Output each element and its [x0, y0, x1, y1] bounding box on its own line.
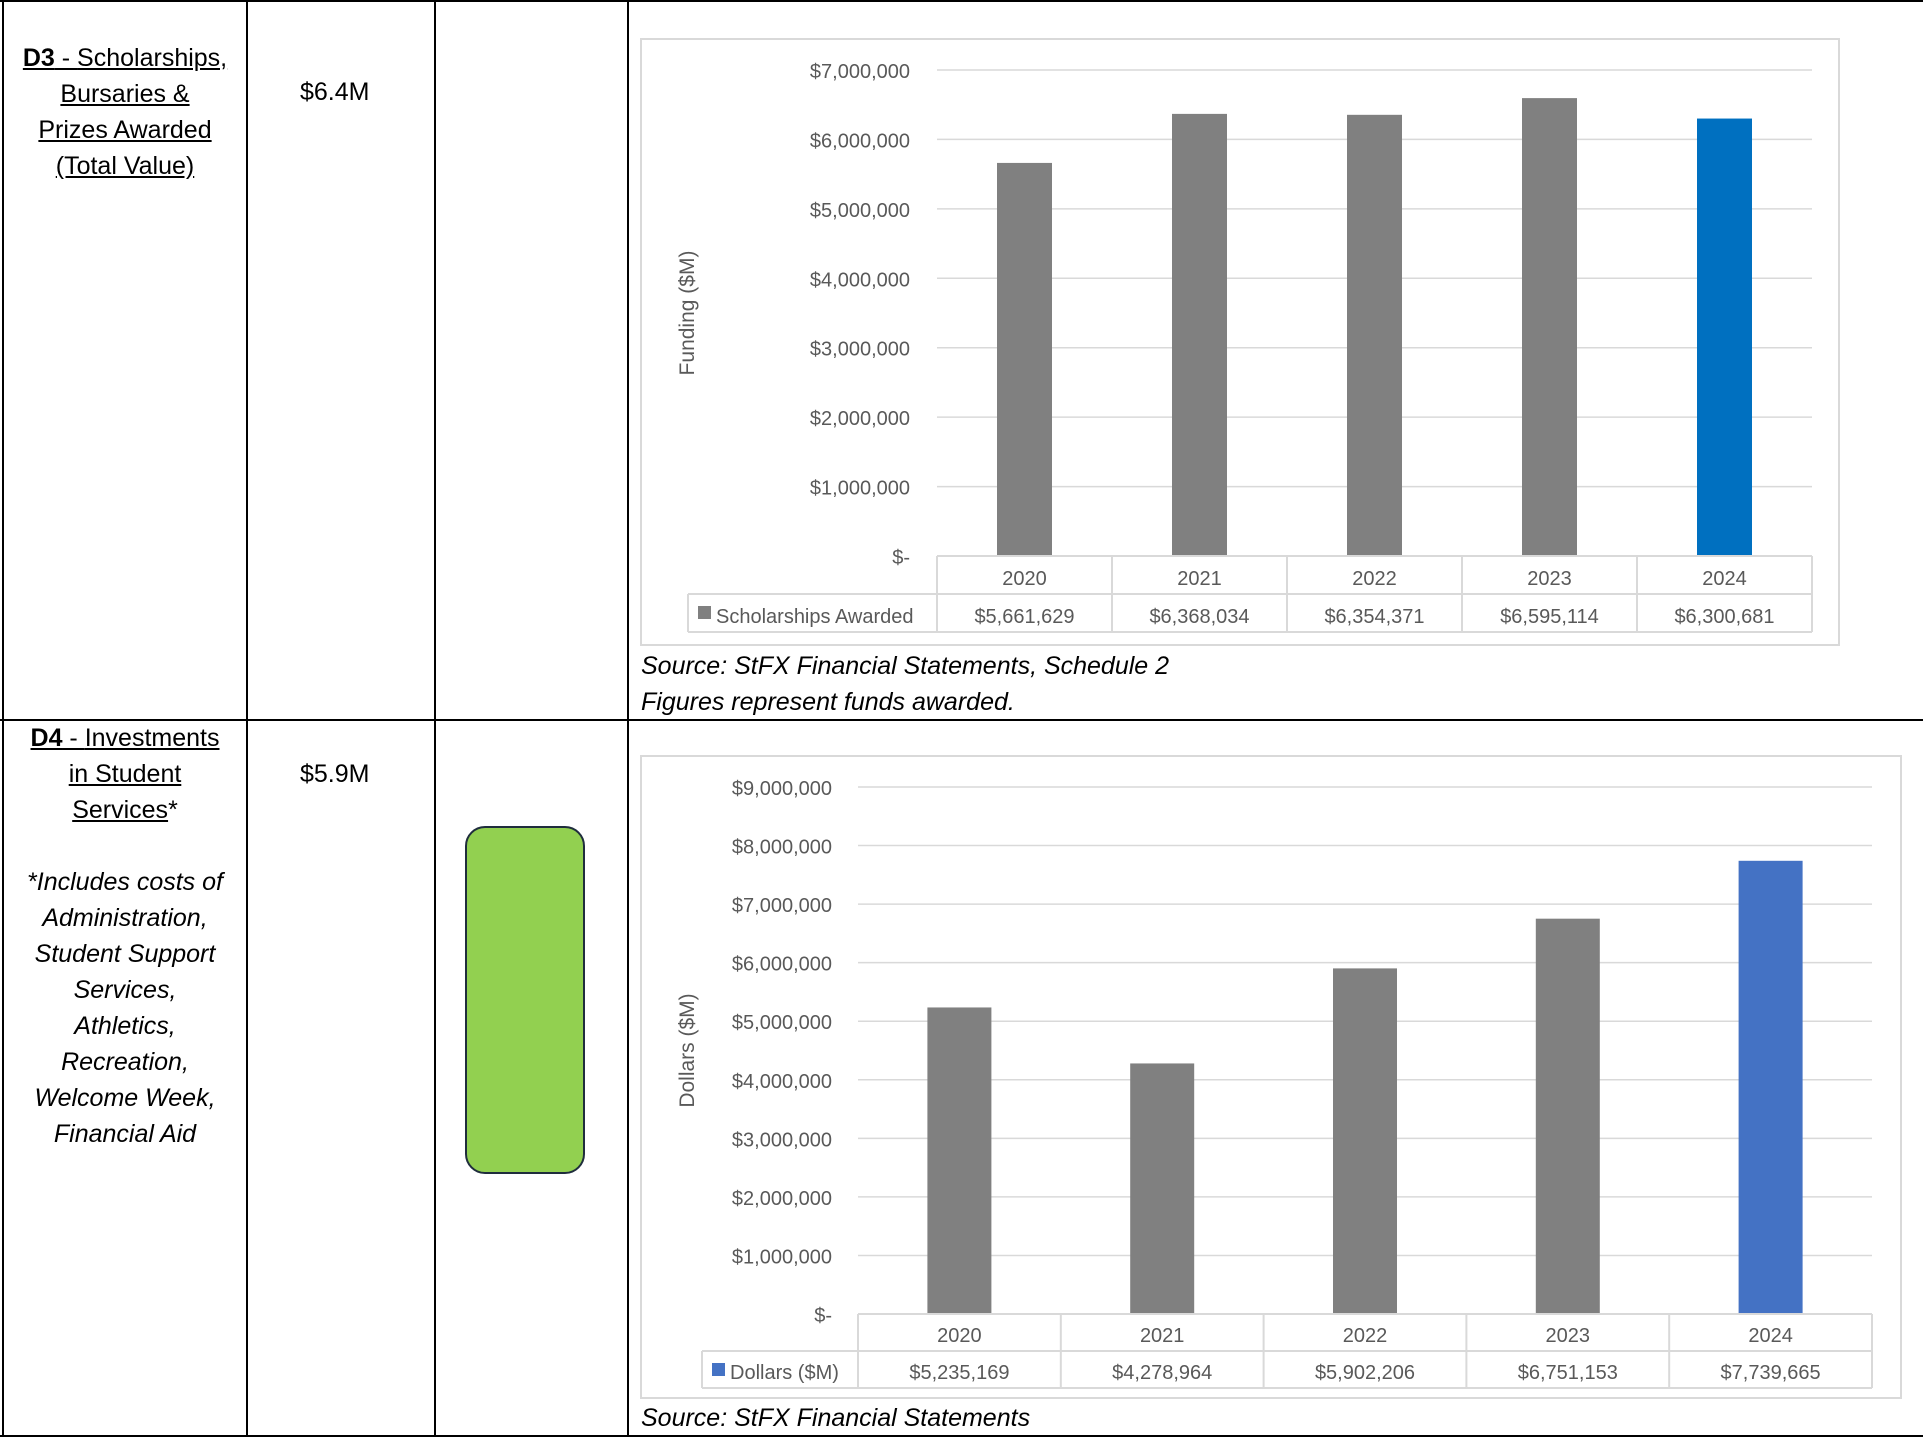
- measure-label-d4: D4 - Investments in Student Services* *I…: [4, 720, 246, 1152]
- bar-chart-scholarships: $- $1,000,000 $2,000,000 $3,000,000 $4,000,0…: [676, 61, 1813, 633]
- y-tick-label: $8,000,000: [732, 837, 832, 859]
- x-category-label: 2021: [1177, 568, 1222, 590]
- measure-footnote: *Includes costs of Administration, Stude…: [4, 864, 246, 1152]
- y-tick-label: $-: [892, 547, 910, 569]
- y-tick-label: $3,000,000: [810, 339, 910, 361]
- bar-chart-student-services: $- $1,000,000 $2,000,000 $3,000,000 $4,000,0…: [676, 778, 1873, 1389]
- measure-code: D3: [22, 44, 55, 72]
- x-category-label: 2022: [1343, 1325, 1388, 1347]
- label-line: (Total Value): [55, 152, 195, 180]
- y-tick-label: $5,000,000: [810, 200, 910, 222]
- data-table-value: $6,300,681: [1674, 606, 1774, 628]
- note-line: Welcome Week,: [34, 1084, 216, 1112]
- x-category-label: 2023: [1527, 568, 1572, 590]
- y-axis-title: Dollars ($M): [676, 993, 699, 1107]
- data-table-value: $6,751,153: [1518, 1362, 1618, 1384]
- bar: [1333, 968, 1397, 1314]
- data-table-value: $5,661,629: [974, 606, 1074, 628]
- chart-frame-d3: $- $1,000,000 $2,000,000 $3,000,000 $4,000,0…: [640, 38, 1840, 646]
- y-axis-title: Funding ($M): [676, 251, 699, 376]
- note-line: Recreation,: [61, 1048, 189, 1076]
- y-tick-label: $6,000,000: [732, 954, 832, 976]
- chart-caption-d4: Source: StFX Financial Statements: [641, 1400, 1030, 1436]
- footnote-marker: *: [168, 796, 178, 824]
- y-tick-label: $2,000,000: [732, 1188, 832, 1210]
- data-table-value: $6,595,114: [1500, 606, 1599, 628]
- y-tick-label: $3,000,000: [732, 1129, 832, 1151]
- status-indicator: [465, 826, 585, 1174]
- y-tick-label: $6,000,000: [810, 130, 910, 152]
- label-line: Scholarships,: [77, 44, 228, 72]
- bar: [1535, 918, 1600, 1314]
- column-divider: [627, 0, 629, 1437]
- y-tick-label: $4,000,000: [732, 1071, 832, 1093]
- label-line: Prizes Awarded: [38, 116, 212, 144]
- x-category-label: 2023: [1546, 1325, 1591, 1347]
- bar: [1738, 860, 1803, 1314]
- measure-code: D4: [30, 724, 63, 752]
- y-tick-label: $7,000,000: [810, 61, 910, 83]
- table-border-bottom: [0, 1435, 1923, 1437]
- note-line: Student Support: [34, 940, 216, 968]
- x-category-label: 2020: [937, 1325, 982, 1347]
- target-value-d3: $6.4M: [300, 78, 370, 106]
- data-table-value: $6,368,034: [1149, 606, 1249, 628]
- label-line: Services: [72, 796, 169, 824]
- caption-line: Source: StFX Financial Statements, Sched…: [641, 652, 1170, 680]
- column-divider: [246, 0, 248, 1437]
- x-category-label: 2022: [1352, 568, 1397, 590]
- y-tick-label: $1,000,000: [810, 478, 910, 500]
- y-tick-label: $1,000,000: [732, 1246, 832, 1268]
- chart-frame-d4: $- $1,000,000 $2,000,000 $3,000,000 $4,000,0…: [640, 755, 1902, 1399]
- y-tick-label: $2,000,000: [810, 408, 910, 430]
- note-line: Services,: [73, 976, 177, 1004]
- table-border-left: [2, 0, 4, 1437]
- legend-series-name: Dollars ($M): [730, 1362, 839, 1384]
- caption-line: Source: StFX Financial Statements: [641, 1404, 1031, 1432]
- bar: [1130, 1063, 1195, 1314]
- x-category-label: 2021: [1140, 1325, 1185, 1347]
- bar: [1172, 113, 1227, 556]
- label-line: in Student: [68, 760, 182, 788]
- note-line: Athletics,: [74, 1012, 176, 1040]
- y-tick-label: $-: [814, 1305, 832, 1327]
- data-table-value: $5,235,169: [909, 1362, 1009, 1384]
- x-category-label: 2020: [1002, 568, 1047, 590]
- bar: [1697, 118, 1752, 556]
- column-divider: [434, 0, 436, 1437]
- data-table-value: $5,902,206: [1315, 1362, 1415, 1384]
- note-line: Financial Aid: [53, 1120, 197, 1148]
- label-line: Bursaries &: [60, 80, 190, 108]
- table-border-top: [0, 0, 1923, 2]
- x-category-label: 2024: [1702, 568, 1747, 590]
- chart-caption-d3: Source: StFX Financial Statements, Sched…: [641, 648, 1169, 720]
- data-table-value: $4,278,964: [1112, 1362, 1212, 1384]
- row-divider: [0, 719, 1923, 721]
- y-tick-label: $9,000,000: [732, 778, 832, 800]
- y-tick-label: $5,000,000: [732, 1012, 832, 1034]
- legend-series-name: Scholarships Awarded: [716, 606, 914, 628]
- note-line: *Includes costs of: [27, 868, 223, 896]
- legend-swatch: [698, 606, 711, 619]
- data-table-value: $7,739,665: [1721, 1362, 1821, 1384]
- y-tick-label: $4,000,000: [810, 269, 910, 291]
- note-line: Administration,: [42, 904, 208, 932]
- bar: [997, 162, 1052, 556]
- label-line: Investments: [84, 724, 220, 752]
- y-tick-label: $7,000,000: [732, 895, 832, 917]
- target-value-d4: $5.9M: [300, 760, 370, 788]
- measure-label-d3: D3 - Scholarships, Bursaries & Prizes Aw…: [22, 44, 228, 180]
- bar: [1347, 114, 1402, 556]
- bar: [927, 1007, 992, 1314]
- caption-line: Figures represent funds awarded.: [641, 688, 1015, 716]
- data-table-value: $6,354,371: [1324, 606, 1424, 628]
- x-category-label: 2024: [1748, 1325, 1793, 1347]
- bar: [1522, 98, 1577, 556]
- legend-swatch: [712, 1363, 725, 1376]
